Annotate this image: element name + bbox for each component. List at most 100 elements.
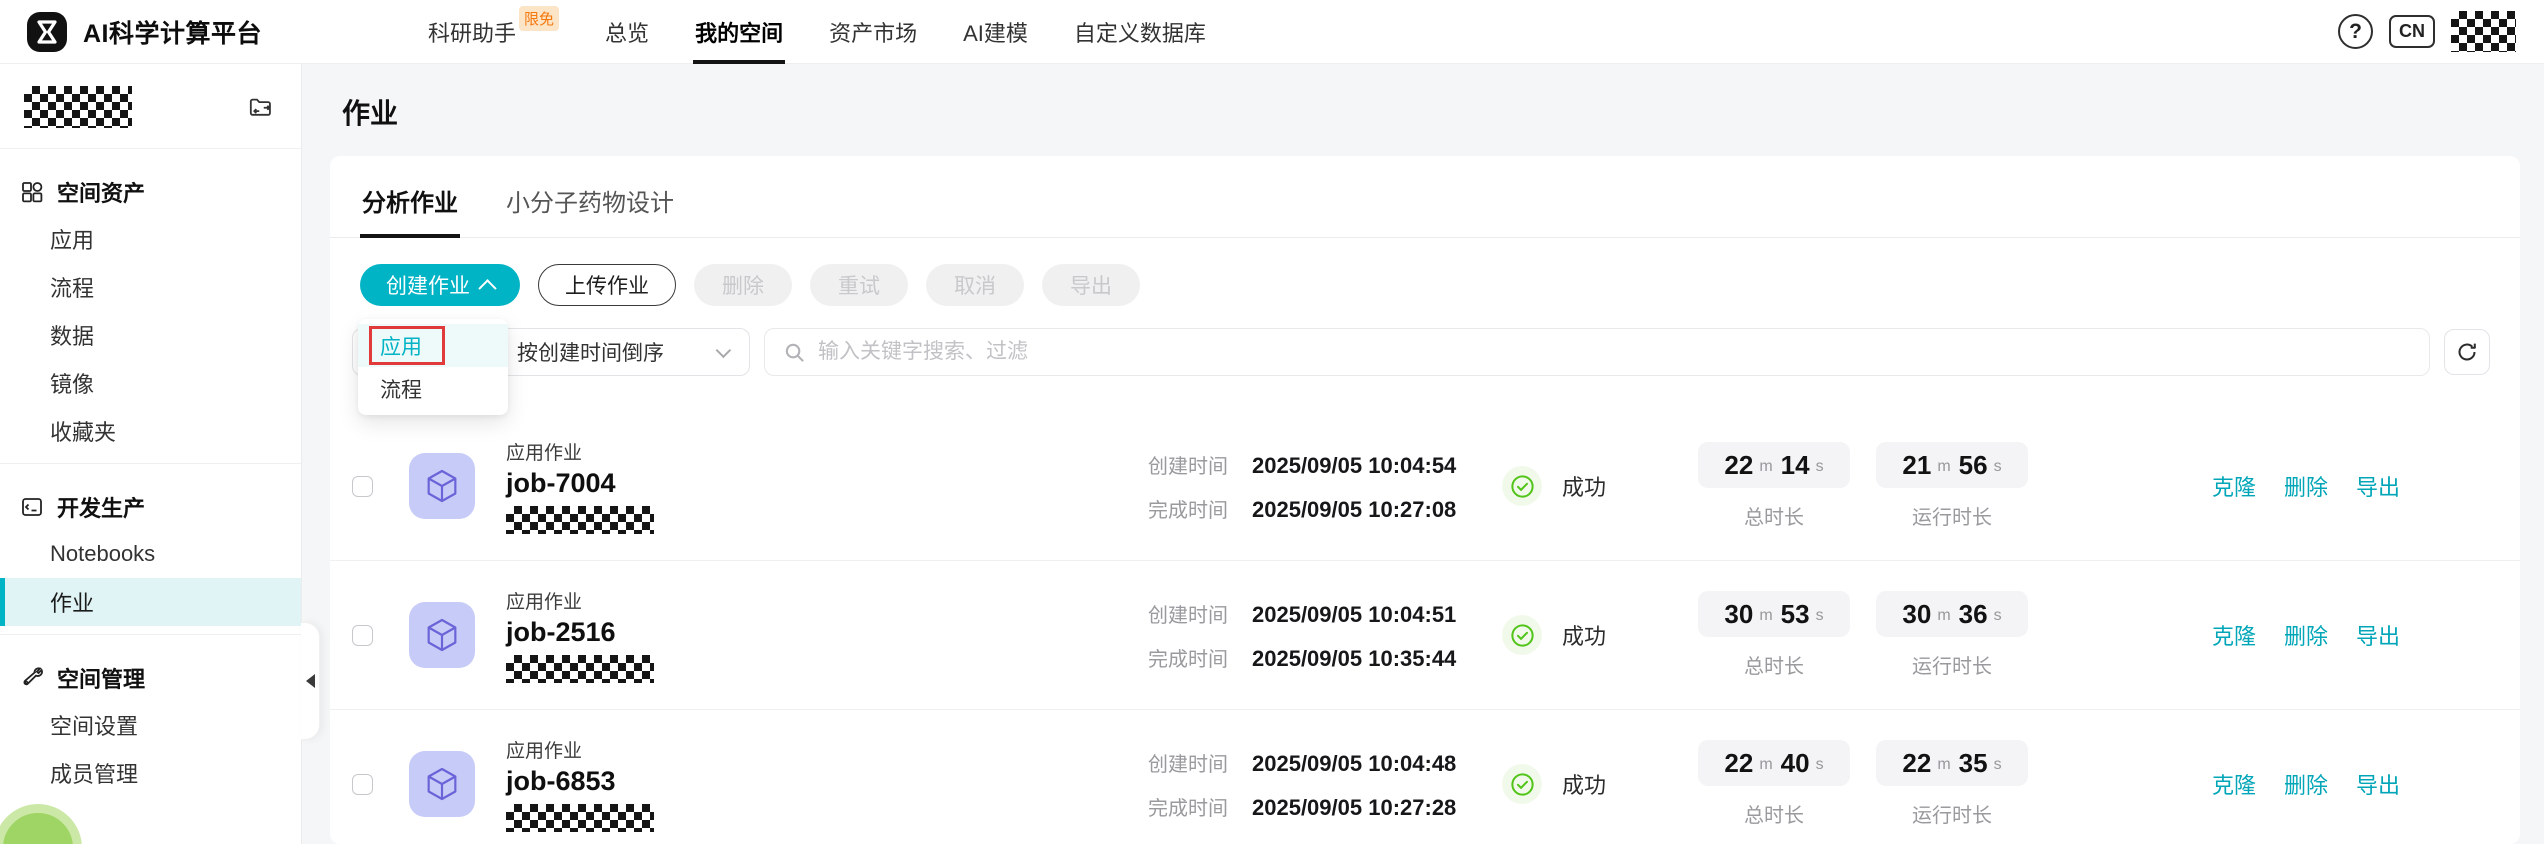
- finished-label: 完成时间: [1148, 648, 1228, 671]
- success-icon: [1502, 764, 1542, 804]
- app-job-icon: [409, 602, 475, 668]
- nav-item-asset-market[interactable]: 资产市场: [829, 20, 918, 46]
- finished-time: 2025/09/05 10:27:28: [1252, 794, 1457, 820]
- sidebar-item-apps[interactable]: 应用: [50, 228, 95, 253]
- refresh-button[interactable]: [2444, 329, 2490, 375]
- create-job-button[interactable]: 创建作业: [360, 264, 520, 306]
- sidebar: 空间资产 应用 流程 数据 镜像 收藏夹 开发生产 Notebooks 作业: [0, 64, 320, 844]
- dropdown-item-workflow[interactable]: 流程: [380, 378, 422, 402]
- sidebar-section-dev-production: 开发生产 Notebooks 作业: [0, 464, 301, 635]
- created-label: 创建时间: [1148, 604, 1228, 627]
- user-avatar-redacted[interactable]: [2451, 11, 2516, 52]
- nav-item-my-space[interactable]: 我的空间: [693, 0, 786, 64]
- sidebar-item-images[interactable]: 镜像: [50, 372, 95, 397]
- finished-time: 2025/09/05 10:35:44: [1252, 645, 1457, 671]
- nav-item-ai-modeling[interactable]: AI建模: [963, 20, 1028, 46]
- sidebar-item-notebooks[interactable]: Notebooks: [50, 541, 156, 566]
- nav-item-overview[interactable]: 总览: [605, 20, 650, 46]
- row-checkbox[interactable]: [352, 475, 373, 497]
- job-detail-redacted: [506, 506, 654, 534]
- sidebar-item-workflows[interactable]: 流程: [50, 276, 95, 301]
- sidebar-section-space-management: 空间管理 空间设置 成员管理: [0, 635, 301, 805]
- run-duration-stat: 30 m 36 s 运行时长: [1876, 591, 2028, 679]
- sort-select[interactable]: 按创建时间倒序: [498, 328, 750, 376]
- job-row: 应用作业 job-2516 创建时间 2025/09/05 10:04:51 完成…: [330, 560, 2520, 709]
- app-logo-icon: [27, 11, 67, 52]
- status-text: 成功: [1562, 475, 1607, 500]
- job-name[interactable]: job-2516: [506, 617, 616, 647]
- clone-link[interactable]: 克隆: [2211, 624, 2256, 649]
- filter-row: 按创建时间倒序: [352, 328, 2490, 376]
- dropdown-item-app[interactable]: 应用: [358, 324, 508, 367]
- finished-time: 2025/09/05 10:27:08: [1252, 496, 1457, 522]
- sidebar-item-favorites[interactable]: 收藏夹: [50, 420, 117, 445]
- cube-icon: [427, 469, 457, 503]
- jobs-toolbar: 创建作业 上传作业 删除 重试 取消 导出: [360, 264, 2490, 306]
- clone-link[interactable]: 克隆: [2211, 773, 2256, 798]
- upload-job-button[interactable]: 上传作业: [538, 264, 676, 306]
- job-info: 应用作业 job-7004: [506, 438, 1148, 534]
- retry-button-disabled: 重试: [810, 264, 908, 306]
- success-icon: [1502, 615, 1542, 655]
- sidebar-item-data[interactable]: 数据: [50, 324, 95, 349]
- job-row: 应用作业 job-6853 创建时间 2025/09/05 10:04:48 完成…: [330, 709, 2520, 844]
- created-time: 2025/09/05 10:04:48: [1252, 750, 1457, 776]
- delete-link[interactable]: 删除: [2283, 475, 2328, 500]
- sidebar-item-space-settings[interactable]: 空间设置: [50, 714, 139, 739]
- created-time: 2025/09/05 10:04:54: [1252, 452, 1457, 478]
- free-trial-badge: 限免: [519, 6, 560, 31]
- export-link[interactable]: 导出: [2355, 624, 2400, 649]
- search-input[interactable]: [818, 340, 2411, 364]
- created-time: 2025/09/05 10:04:51: [1252, 601, 1457, 627]
- app-job-icon: [409, 751, 475, 817]
- sidebar-item-jobs[interactable]: 作业: [0, 578, 301, 626]
- jobs-card: 分析作业 小分子药物设计 创建作业 上传作业 删除 重试 取消 导出: [330, 156, 2520, 844]
- job-durations: 30 m 53 s 总时长 30 m 36 s 运行时长: [1698, 591, 2028, 679]
- tab-analysis-jobs[interactable]: 分析作业: [360, 156, 460, 238]
- job-type-label: 应用作业: [506, 443, 583, 464]
- sidebar-item-member-management[interactable]: 成员管理: [50, 762, 139, 787]
- export-button-disabled: 导出: [1042, 264, 1140, 306]
- job-name[interactable]: job-6853: [506, 766, 616, 796]
- create-job-dropdown: 应用 流程: [358, 319, 508, 415]
- total-duration-stat: 30 m 53 s 总时长: [1698, 591, 1850, 679]
- nav-item-custom-database[interactable]: 自定义数据库: [1073, 20, 1206, 46]
- job-times: 创建时间 2025/09/05 10:04:51 完成时间 2025/09/05 1…: [1148, 599, 1502, 672]
- section-head-space-management: 空间管理: [0, 655, 301, 701]
- export-link[interactable]: 导出: [2355, 475, 2400, 500]
- job-durations: 22 m 40 s 总时长 22 m 35 s 运行时长: [1698, 740, 2028, 828]
- delete-link[interactable]: 删除: [2283, 773, 2328, 798]
- finished-label: 完成时间: [1148, 797, 1228, 820]
- chevron-up-icon: [478, 278, 497, 298]
- row-checkbox[interactable]: [352, 624, 373, 646]
- clone-link[interactable]: 克隆: [2211, 475, 2256, 500]
- tab-small-molecule-drug-design[interactable]: 小分子药物设计: [506, 190, 674, 217]
- total-duration-stat: 22 m 14 s 总时长: [1698, 442, 1850, 530]
- switch-workspace-icon[interactable]: [248, 94, 275, 121]
- job-times: 创建时间 2025/09/05 10:04:48 完成时间 2025/09/05 1…: [1148, 748, 1502, 821]
- created-label: 创建时间: [1148, 455, 1228, 478]
- main-content: 作业 分析作业 小分子药物设计 创建作业 上传作业 删除 重试 取消 导出: [302, 64, 2544, 844]
- nav-item-research-assistant[interactable]: 科研助手 限免: [428, 0, 560, 64]
- export-link[interactable]: 导出: [2355, 773, 2400, 798]
- status-text: 成功: [1562, 624, 1607, 649]
- job-status: 成功: [1502, 615, 1698, 655]
- section-head-space-assets: 空间资产: [0, 169, 301, 215]
- job-list: 应用作业 job-7004 创建时间 2025/09/05 10:04:54 完成…: [330, 412, 2520, 844]
- navbar-right: ? CN: [2338, 11, 2516, 52]
- job-type-label: 应用作业: [506, 592, 583, 613]
- sidebar-collapse-handle[interactable]: [301, 622, 320, 740]
- delete-link[interactable]: 删除: [2283, 624, 2328, 649]
- language-toggle[interactable]: CN: [2389, 15, 2435, 48]
- row-checkbox[interactable]: [352, 773, 373, 795]
- brand: AI科学计算平台: [26, 11, 262, 53]
- refresh-icon: [2458, 343, 2476, 361]
- total-duration-stat: 22 m 40 s 总时长: [1698, 740, 1850, 828]
- job-name[interactable]: job-7004: [506, 468, 616, 498]
- job-status: 成功: [1502, 764, 1698, 804]
- search-icon: [785, 343, 804, 362]
- help-icon[interactable]: ?: [2338, 14, 2373, 49]
- run-duration-stat: 22 m 35 s 运行时长: [1876, 740, 2028, 828]
- job-detail-redacted: [506, 655, 654, 683]
- job-info: 应用作业 job-2516: [506, 587, 1148, 683]
